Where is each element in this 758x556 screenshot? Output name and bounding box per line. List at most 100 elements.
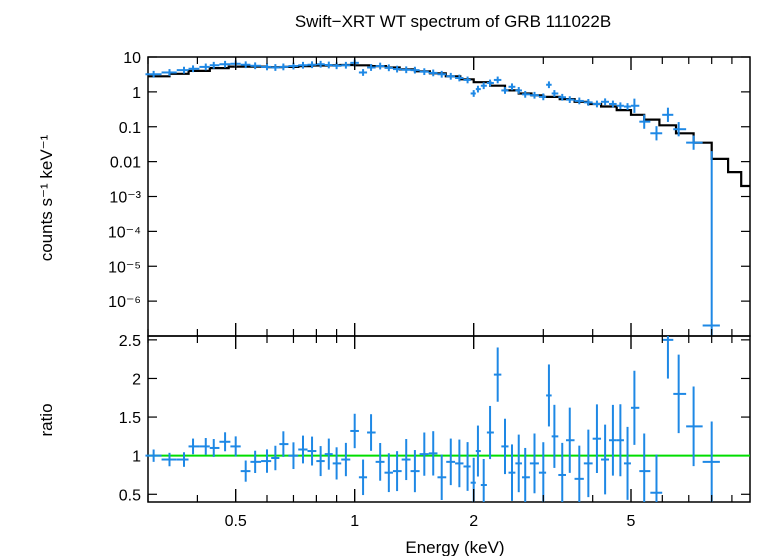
data-point bbox=[538, 442, 547, 502]
model-step-path bbox=[148, 63, 750, 188]
data-point bbox=[470, 90, 476, 97]
x-tick-label: 2 bbox=[469, 513, 478, 530]
data-point bbox=[240, 61, 251, 69]
data-point bbox=[455, 74, 464, 82]
data-point bbox=[551, 404, 559, 468]
y-tick-label: 10 bbox=[123, 50, 141, 67]
ratio-data-points bbox=[145, 336, 720, 502]
y-tick-label: 0.1 bbox=[119, 120, 141, 137]
data-point bbox=[583, 429, 593, 498]
data-point bbox=[480, 458, 487, 502]
data-point bbox=[630, 98, 640, 113]
model-step-line bbox=[148, 63, 750, 188]
data-point bbox=[341, 61, 351, 69]
data-point bbox=[486, 405, 494, 460]
data-point bbox=[558, 93, 567, 101]
data-point bbox=[384, 453, 393, 493]
data-point bbox=[673, 122, 687, 137]
data-point bbox=[428, 69, 438, 77]
data-point bbox=[446, 438, 456, 486]
data-point bbox=[419, 68, 429, 76]
data-point bbox=[630, 370, 640, 445]
y-tick-label: 0.01 bbox=[110, 155, 141, 172]
data-point bbox=[250, 62, 262, 70]
y-tick-label: 10⁻⁶ bbox=[108, 294, 141, 311]
data-point bbox=[316, 60, 325, 68]
data-point bbox=[240, 460, 251, 482]
data-point bbox=[199, 63, 210, 71]
data-point bbox=[145, 70, 162, 78]
data-point bbox=[199, 438, 210, 455]
data-point bbox=[298, 435, 308, 464]
y-tick-label: 0.5 bbox=[119, 487, 141, 504]
data-point bbox=[673, 354, 687, 434]
data-point bbox=[566, 407, 575, 473]
data-point bbox=[410, 450, 420, 493]
data-point bbox=[546, 81, 552, 89]
data-point bbox=[508, 444, 516, 501]
lower-y-axis-label: ratio bbox=[37, 403, 56, 436]
data-point bbox=[298, 61, 308, 69]
data-point bbox=[583, 98, 593, 106]
y-tick-label: 10⁻³ bbox=[109, 190, 141, 207]
y-tick-label: 1 bbox=[132, 449, 141, 466]
data-point bbox=[419, 432, 429, 476]
data-point bbox=[592, 100, 602, 108]
data-point bbox=[609, 100, 617, 108]
data-point bbox=[616, 102, 624, 110]
data-point bbox=[558, 442, 567, 502]
data-point bbox=[639, 433, 651, 502]
data-point bbox=[515, 87, 522, 94]
data-point bbox=[219, 60, 231, 68]
y-tick-label: 10⁻⁵ bbox=[108, 259, 141, 276]
data-point bbox=[592, 404, 602, 473]
y-tick-label: 1 bbox=[132, 85, 141, 102]
data-point bbox=[332, 447, 342, 480]
data-point bbox=[508, 83, 516, 91]
data-point bbox=[446, 72, 456, 80]
data-point bbox=[271, 445, 280, 471]
data-point bbox=[358, 459, 368, 496]
data-point bbox=[161, 69, 177, 76]
data-point bbox=[493, 76, 502, 84]
data-point bbox=[271, 64, 280, 71]
data-point bbox=[401, 439, 411, 481]
y-tick-label: 2.5 bbox=[119, 333, 141, 350]
data-point bbox=[515, 434, 522, 493]
data-point bbox=[279, 63, 289, 71]
data-point bbox=[428, 431, 438, 476]
data-point bbox=[521, 90, 530, 98]
data-point bbox=[176, 452, 189, 467]
data-point bbox=[455, 439, 464, 488]
data-point bbox=[493, 347, 502, 402]
data-point bbox=[546, 364, 552, 427]
data-point bbox=[529, 433, 539, 494]
data-point bbox=[702, 421, 720, 502]
data-point bbox=[601, 98, 610, 106]
data-point bbox=[358, 69, 368, 76]
data-point bbox=[401, 66, 411, 74]
y-tick-label: 10⁻⁴ bbox=[108, 224, 141, 241]
data-point bbox=[279, 431, 289, 457]
x-tick-label: 0.5 bbox=[225, 513, 247, 530]
data-point bbox=[375, 442, 385, 481]
x-axis-label: Energy (keV) bbox=[405, 538, 504, 556]
data-point bbox=[324, 61, 333, 69]
data-point bbox=[410, 66, 420, 74]
data-point bbox=[288, 442, 299, 470]
data-point bbox=[250, 450, 262, 473]
data-point bbox=[475, 85, 481, 93]
data-point bbox=[574, 445, 584, 502]
data-point bbox=[367, 414, 376, 451]
y-tick-label: 1.5 bbox=[119, 410, 141, 427]
data-point bbox=[230, 436, 241, 457]
data-point bbox=[307, 436, 317, 466]
x-axis-ticks: 0.5 1 2 5 bbox=[147, 57, 733, 530]
data-point bbox=[367, 64, 376, 71]
data-point bbox=[601, 424, 610, 495]
upper-panel-frame bbox=[147, 56, 751, 337]
data-point bbox=[551, 90, 559, 97]
data-point bbox=[437, 70, 447, 78]
data-point bbox=[623, 103, 631, 110]
upper-y-ticks: 10 1 0.1 0.01 10⁻³ 10⁻⁴ 10⁻⁵ 10⁻⁶ bbox=[108, 50, 750, 311]
